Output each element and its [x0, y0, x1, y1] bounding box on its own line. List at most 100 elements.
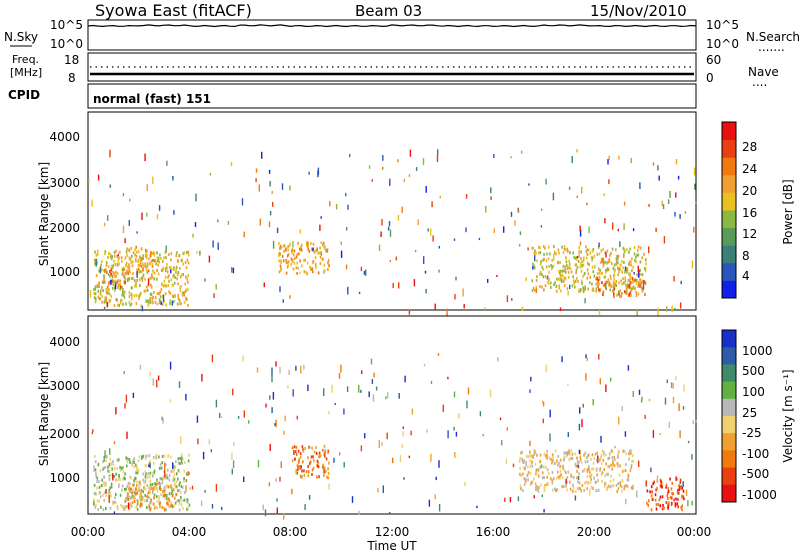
echo-cell [541, 494, 543, 497]
echo-cell [124, 499, 127, 503]
echo-cell [108, 495, 110, 503]
echo-cell [666, 379, 668, 384]
echo-cell [578, 472, 580, 476]
echo-cell [242, 355, 244, 362]
echo-cell [328, 411, 330, 415]
echo-cell [132, 272, 134, 276]
echo-cell [173, 268, 175, 271]
echo-cell [576, 469, 578, 473]
echo-cell [504, 497, 506, 502]
echo-cell [621, 270, 623, 274]
echo-cell [512, 463, 515, 468]
echo-cell [603, 468, 605, 472]
echo-cell [243, 231, 245, 238]
echo-cell [530, 462, 533, 465]
echo-cell [550, 458, 552, 461]
echo-cell [183, 291, 185, 297]
echo-cell [574, 490, 577, 494]
echo-cell [566, 264, 568, 268]
echo-cell [133, 483, 135, 487]
echo-cell [147, 491, 150, 495]
echo-cell [602, 290, 605, 294]
echo-cell [618, 292, 620, 296]
echo-cell [103, 300, 106, 304]
echo-cell [664, 397, 667, 405]
echo-cell [165, 484, 167, 488]
echo-cell [149, 459, 151, 463]
echo-cell [643, 252, 645, 256]
echo-cell [162, 268, 164, 272]
echo-cell [108, 470, 111, 473]
echo-cell [311, 267, 313, 271]
echo-cell [173, 210, 175, 215]
echo-cell [564, 267, 567, 271]
echo-cell [124, 477, 126, 481]
echo-cell [626, 270, 628, 274]
echo-cell [138, 258, 140, 262]
echo-cell [274, 423, 276, 426]
echo-cell [585, 256, 588, 260]
echo-cell [401, 206, 403, 213]
echo-cell [496, 274, 498, 277]
echo-cell [130, 297, 133, 301]
velocity-panel: Slant Range [km] 1000 2000 3000 4000 [37, 315, 697, 520]
echo-cell [408, 174, 411, 178]
echo-cell [634, 287, 636, 291]
echo-cell [134, 476, 136, 480]
echo-cell [613, 292, 615, 296]
echo-cell [158, 298, 161, 302]
echo-cell [535, 251, 537, 255]
echo-cell [155, 262, 157, 266]
echo-cell [607, 464, 609, 468]
echo-cell [612, 464, 614, 467]
echo-cell [595, 282, 598, 286]
echo-cell [563, 484, 565, 488]
echo-cell [627, 285, 629, 289]
echo-cell [575, 271, 577, 274]
echo-cell [170, 278, 173, 282]
echo-cell [109, 280, 111, 284]
colorbar-swatch [722, 484, 736, 503]
echo-cell [593, 274, 596, 278]
echo-cell [107, 283, 110, 287]
echo-cell [151, 262, 154, 266]
echo-cell [164, 250, 167, 254]
echo-cell [303, 473, 306, 477]
echo-cell [275, 361, 277, 367]
echo-cell [112, 462, 114, 466]
echo-cell [127, 497, 130, 501]
echo-cell [559, 261, 561, 264]
echo-cell [533, 251, 536, 255]
echo-cell [527, 478, 529, 482]
cpid-panel: CPID normal (fast) 151 [8, 83, 697, 109]
echo-cell [611, 247, 614, 251]
echo-cell [162, 294, 165, 302]
echo-cell [101, 300, 103, 304]
echo-cell [161, 481, 163, 485]
echo-cell [142, 273, 145, 277]
echo-cell [578, 288, 580, 292]
echo-cell [268, 482, 271, 487]
echo-cell [149, 487, 152, 491]
echo-cell [537, 468, 540, 472]
echo-cell [574, 495, 577, 501]
echo-cell [162, 418, 164, 424]
echo-cell [178, 299, 181, 302]
echo-cell [135, 294, 138, 297]
echo-cell [557, 463, 559, 467]
echo-cell [589, 488, 591, 496]
echo-cell [323, 473, 325, 477]
echo-cell [115, 478, 117, 482]
echo-cell [109, 506, 112, 510]
echo-cell [520, 487, 522, 491]
echo-cell [656, 475, 659, 483]
echo-cell [143, 289, 146, 293]
echo-cell [146, 184, 148, 191]
echo-cell [671, 491, 673, 495]
echo-cell [129, 257, 132, 261]
echo-cell [668, 501, 670, 505]
echo-cell [306, 272, 309, 276]
echo-cell [430, 380, 433, 384]
echo-cell [149, 276, 152, 280]
echo-cell [176, 472, 178, 476]
